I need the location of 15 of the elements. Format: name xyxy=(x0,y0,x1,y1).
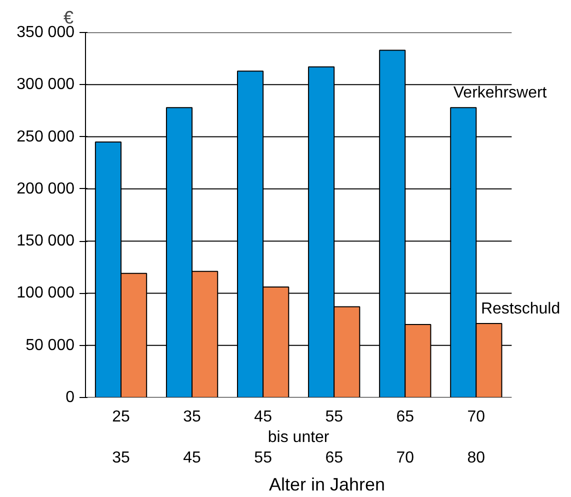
category-label: 65 70 xyxy=(396,408,414,466)
y-tick-label: 350 000 xyxy=(16,24,75,41)
category-label: 25 35 xyxy=(112,408,130,466)
y-tick-label: 100 000 xyxy=(16,284,75,302)
y-tick-label: 300 000 xyxy=(16,76,75,94)
category-label: 35 45 xyxy=(183,408,201,466)
y-tick-label: 150 000 xyxy=(16,232,75,250)
y-tick-label: 250 000 xyxy=(16,128,75,146)
category-label: 70 80 xyxy=(467,408,486,466)
y-tick-label: 50 000 xyxy=(26,336,75,354)
y-tick-label: 0 xyxy=(66,389,75,406)
y-tick-label: 200 000 xyxy=(16,180,75,198)
x-axis-title: Alter in Jahren xyxy=(268,474,386,494)
series-label: Verkehrswert xyxy=(453,84,548,102)
series-label: Restschuld xyxy=(480,300,560,318)
